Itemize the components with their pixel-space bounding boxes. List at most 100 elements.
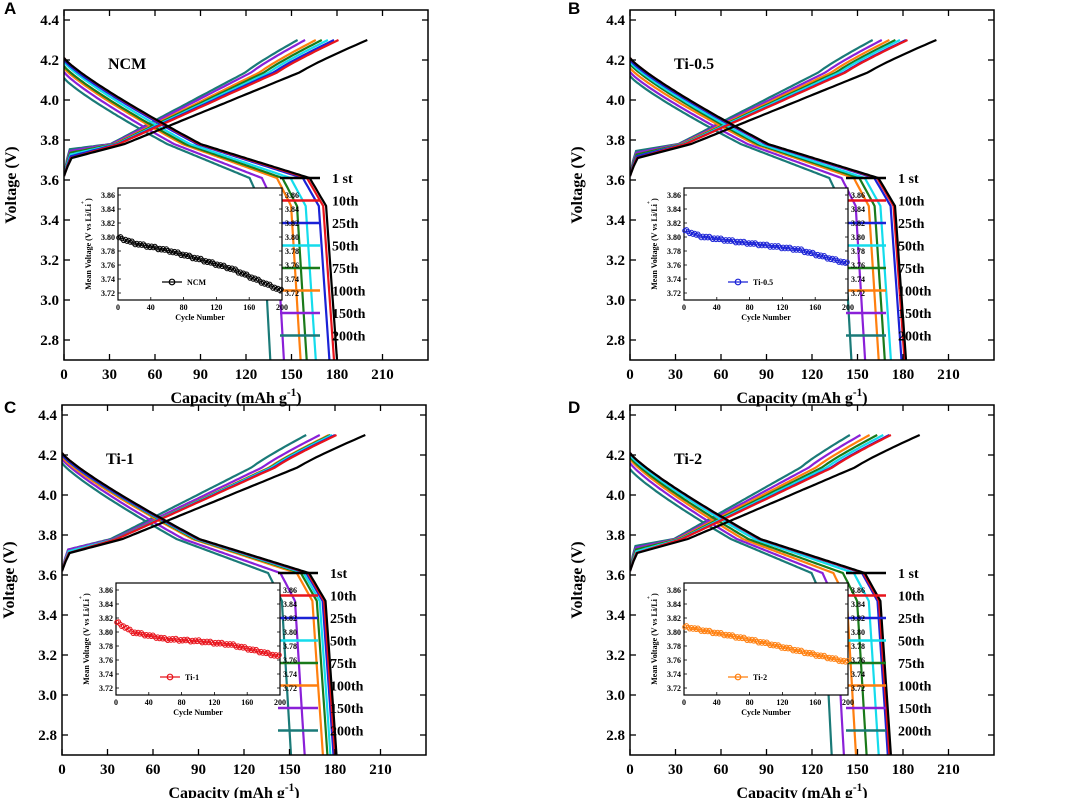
charge-curve-200th <box>630 434 851 572</box>
y-tick-label: 3.4 <box>40 213 59 229</box>
inset-y-tick-label-right: 3.86 <box>285 191 299 200</box>
inset-y-tick-label-right: 3.82 <box>283 614 297 623</box>
inset-x-tick-label: 40 <box>713 698 721 707</box>
discharge-curve-1st <box>62 452 338 755</box>
x-tick-label: 60 <box>714 367 729 383</box>
inset-point <box>276 652 282 658</box>
inset-y-tick-label-right: 3.78 <box>851 642 865 651</box>
inset-y-tick-label: 3.74 <box>667 670 681 679</box>
legend-label: 25th <box>332 217 359 232</box>
panel-title: Ti-2 <box>674 451 702 468</box>
y-tick-label: 4.0 <box>38 488 57 504</box>
x-tick-label: 30 <box>668 367 683 383</box>
legend-label: 10th <box>332 195 359 210</box>
discharge-curve-200th <box>62 462 293 755</box>
y-tick-label: 3.0 <box>38 688 57 704</box>
legend-label: 75th <box>898 262 925 277</box>
inset-x-tick-label: 120 <box>208 698 220 707</box>
discharge-curve-100th <box>64 67 302 360</box>
inset-y-tick-label: 3.74 <box>101 275 115 284</box>
charge-curve-10th <box>62 434 337 572</box>
x-tick-label: 120 <box>801 762 824 778</box>
discharge-curve-100th <box>630 67 880 360</box>
x-axis-title: Capacity (mAh g-1) <box>170 387 301 407</box>
x-tick-label: 30 <box>102 367 117 383</box>
inset-y-tick-label-right: 3.76 <box>283 656 297 665</box>
y-tick-label: 4.4 <box>38 408 57 424</box>
inset-y-tick-label-right: 3.72 <box>851 684 865 693</box>
inset-x-title: Cycle Number <box>741 708 791 717</box>
x-tick-label: 120 <box>801 367 824 383</box>
inset-x-tick-label: 40 <box>147 303 155 312</box>
inset-y-tick-label-right: 3.74 <box>283 670 297 679</box>
panel-title: NCM <box>108 56 146 73</box>
inset-x-tick-label: 80 <box>178 698 186 707</box>
legend-label: 1 st <box>898 172 919 187</box>
discharge-curve-75th <box>64 65 308 360</box>
y-tick-label: 3.4 <box>606 608 625 624</box>
discharge-curve-150th <box>630 462 845 755</box>
legend-label: 100th <box>332 285 366 300</box>
charge-curve-1st <box>630 38 937 177</box>
inset-x-tick-label: 40 <box>713 303 721 312</box>
inset-y-tick-label: 3.84 <box>99 600 113 609</box>
inset-y-tick-label-right: 3.74 <box>851 670 865 679</box>
inset-y-tick-label-right: 3.74 <box>851 275 865 284</box>
inset-x-tick-label: 160 <box>243 303 255 312</box>
x-tick-label: 60 <box>714 762 729 778</box>
y-tick-label: 3.8 <box>38 528 57 544</box>
x-axis-title: Capacity (mAh g-1) <box>168 782 299 798</box>
x-tick-label: 0 <box>626 762 634 778</box>
legend-label: 200th <box>330 725 364 740</box>
inset-y-title: Mean Voltage (V vs Li/Li+) <box>78 593 91 685</box>
discharge-curve-150th <box>62 458 306 755</box>
y-tick-label: 3.6 <box>38 568 57 584</box>
inset-x-tick-label: 200 <box>842 698 854 707</box>
x-tick-label: 60 <box>146 762 161 778</box>
legend-label: 75th <box>898 657 925 672</box>
inset-x-tick-label: 160 <box>809 303 821 312</box>
y-tick-label: 4.2 <box>40 53 59 69</box>
x-tick-label: 180 <box>892 762 915 778</box>
inset-point <box>844 658 850 664</box>
y-tick-label: 3.8 <box>606 528 625 544</box>
inset-y-tick-label-right: 3.72 <box>285 289 299 298</box>
y-axis-title: Voltage (V) <box>569 541 586 618</box>
panel-letter: C <box>4 398 16 417</box>
discharge-curve-50th <box>64 61 317 360</box>
inset-point <box>278 286 284 292</box>
y-axis-title: Voltage (V) <box>3 146 20 223</box>
y-tick-label: 3.2 <box>606 648 625 664</box>
legend-label: 200th <box>332 330 366 345</box>
inset-legend-marker <box>168 278 176 286</box>
x-tick-label: 180 <box>324 762 347 778</box>
inset-y-tick-label: 3.78 <box>667 642 681 651</box>
panel-c: C 2.8 3.0 3.2 3.4 3.6 3.8 4.0 4.2 4.4 0 30 60 90 120 15… <box>1 398 427 798</box>
inset-y-tick-label: 3.76 <box>99 656 113 665</box>
legend-label: 100th <box>898 285 932 300</box>
y-tick-label: 4.0 <box>606 93 625 109</box>
y-tick-label: 2.8 <box>40 333 59 349</box>
inset-y-tick-label: 3.80 <box>101 233 115 242</box>
inset-x-tick-label: 120 <box>210 303 222 312</box>
legend-label: 1 st <box>332 172 353 187</box>
legend-label: 75th <box>330 657 357 672</box>
inset-y-tick-label: 3.86 <box>667 191 681 200</box>
inset-y-tick-label-right: 3.86 <box>283 586 297 595</box>
y-tick-label: 4.4 <box>40 13 59 29</box>
inset-y-tick-label-right: 3.84 <box>851 600 865 609</box>
y-tick-label: 3.0 <box>606 293 625 309</box>
x-tick-label: 90 <box>759 762 774 778</box>
legend: 1st 10th 25th 50th 75th 100th 150th 200th <box>278 567 364 740</box>
inset-y-title: Mean Voltage (V vs Li/Li+) <box>646 593 659 685</box>
charge-curve-10th <box>64 39 339 177</box>
y-tick-label: 3.2 <box>606 253 625 269</box>
inset-legend-label: Ti-2 <box>753 673 767 682</box>
legend: 1 st 10th 25th 50th 75th 100th 150th 200th <box>846 172 932 345</box>
x-tick-label: 180 <box>326 367 349 383</box>
inset-x-tick-label: 120 <box>776 303 788 312</box>
x-tick-label: 210 <box>369 762 392 778</box>
inset-y-tick-label: 3.78 <box>667 247 681 256</box>
inset: 3.72 3.72 3.74 3.74 3.76 3.76 3.78 3.78 3.80 3.80… <box>78 582 297 717</box>
inset-y-tick-label: 3.80 <box>667 233 681 242</box>
